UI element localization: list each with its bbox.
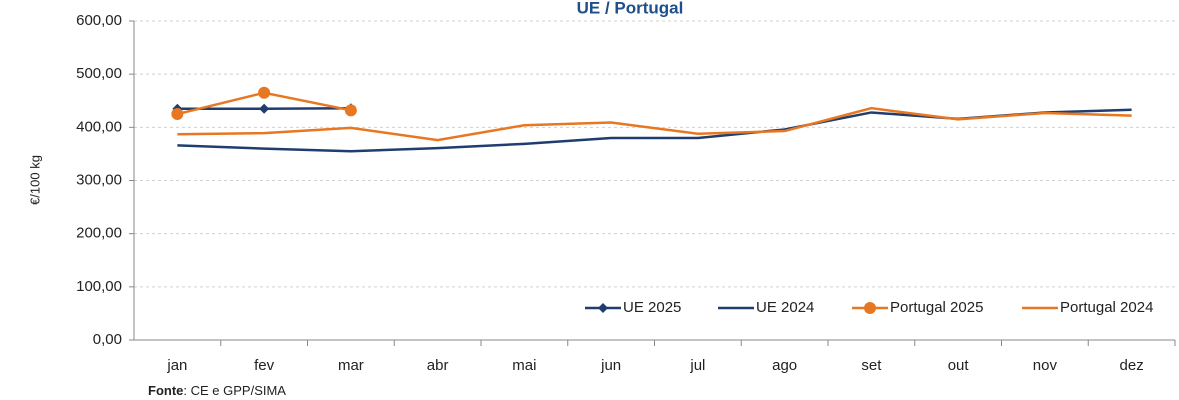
y-tick-label: 300,00	[76, 171, 122, 188]
x-tick-label: nov	[1033, 357, 1058, 374]
y-axis-label: €/100 kg	[27, 155, 42, 205]
x-tick-label: jul	[689, 357, 705, 374]
x-tick-label: out	[948, 357, 970, 374]
y-tick-label: 500,00	[76, 65, 122, 82]
y-tick-label: 600,00	[76, 12, 122, 29]
y-tick-label: 400,00	[76, 118, 122, 135]
x-tick-label: dez	[1120, 357, 1144, 374]
legend-label: Portugal 2024	[1060, 299, 1153, 316]
x-tick-label: mar	[338, 357, 364, 374]
source-label: Fonte	[148, 383, 183, 398]
legend-label: Portugal 2025	[890, 299, 983, 316]
x-tick-label: jun	[600, 357, 621, 374]
series-line	[177, 106, 1132, 142]
source: Fonte: CE e GPP/SIMA	[148, 383, 286, 398]
legend-label: UE 2025	[623, 299, 681, 316]
y-tick-label: 200,00	[76, 225, 122, 242]
x-tick-label: abr	[427, 357, 449, 374]
source-text: : CE e GPP/SIMA	[183, 383, 286, 398]
data-point	[258, 86, 271, 99]
x-tick-label: fev	[254, 357, 275, 374]
y-tick-label: 100,00	[76, 278, 122, 295]
data-point	[259, 103, 270, 114]
x-tick-label: set	[861, 357, 882, 374]
data-point	[344, 104, 357, 117]
data-point	[171, 108, 184, 121]
x-tick-label: jan	[166, 357, 187, 374]
legend-marker	[864, 302, 876, 314]
chart-title: UE / Portugal	[577, 0, 684, 17]
y-tick-label: 0,00	[93, 331, 122, 348]
x-tick-label: mai	[512, 357, 536, 374]
legend-label: UE 2024	[756, 299, 814, 316]
x-tick-label: ago	[772, 357, 797, 374]
legend-marker	[598, 303, 608, 313]
